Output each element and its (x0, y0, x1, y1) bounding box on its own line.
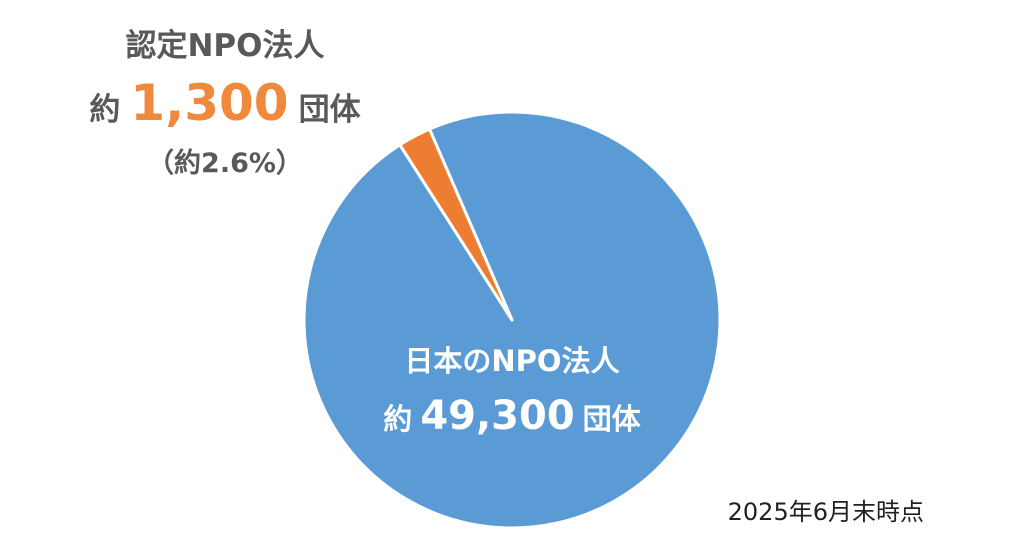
pie-slices (302, 110, 722, 530)
certified-npo-slice (398, 127, 514, 322)
all-npo-prefix: 約 (383, 402, 413, 436)
all-npo-value: 49,300 (420, 393, 575, 439)
certified-npo-value: 1,300 (130, 74, 289, 132)
certified-npo-suffix: 団体 (298, 92, 361, 128)
all-npo-label: 日本のNPO法人 約 49,300 団体 (362, 338, 662, 451)
certified-npo-prefix: 約 (89, 92, 121, 128)
all-npo-suffix: 団体 (582, 402, 641, 436)
all-npo-title: 日本のNPO法人 (404, 344, 620, 378)
certified-npo-title: 認定NPO法人 (125, 28, 325, 64)
certified-npo-percent: （約2.6%） (147, 148, 303, 179)
all-npo-count-line: 約 49,300 団体 (362, 384, 662, 451)
certified-npo-count-line: 約 1,300 団体 (60, 68, 390, 145)
date-footnote: 2025年6月末時点 (727, 498, 924, 526)
certified-npo-callout: 認定NPO法人 約 1,300 団体 （約2.6%） (60, 24, 390, 183)
